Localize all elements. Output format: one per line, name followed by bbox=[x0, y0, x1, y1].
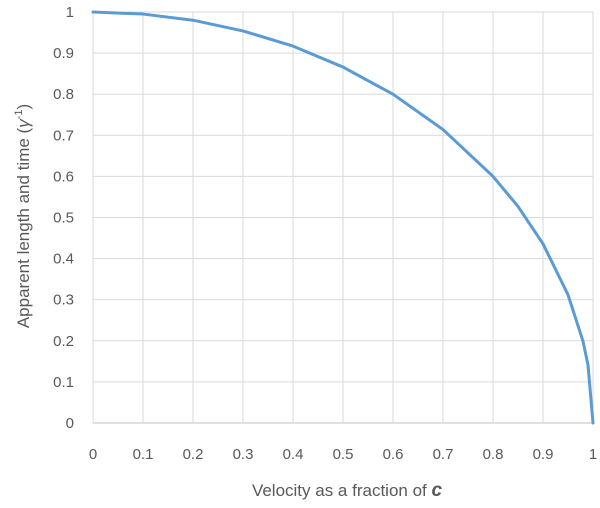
y-tick-label: 0.8 bbox=[53, 86, 74, 103]
x-tick-label: 1 bbox=[589, 446, 597, 463]
y-tick-label: 0.7 bbox=[53, 127, 74, 144]
x-axis-ticks: 0 0.1 0.2 0.3 0.4 0.5 0.6 0.7 0.8 0.9 1 bbox=[89, 446, 597, 463]
y-tick-label: 1 bbox=[66, 4, 74, 21]
y-tick-label: 0 bbox=[66, 415, 74, 432]
x-tick-label: 0.9 bbox=[533, 446, 554, 463]
x-tick-label: 0 bbox=[89, 446, 97, 463]
y-axis-title-sup: -1 bbox=[13, 110, 25, 120]
y-axis-title-var: γ bbox=[14, 118, 33, 128]
y-tick-label: 0.9 bbox=[53, 45, 74, 62]
x-tick-label: 0.5 bbox=[333, 446, 354, 463]
y-tick-label: 0.1 bbox=[53, 374, 74, 391]
y-tick-label: 0.4 bbox=[53, 251, 74, 268]
grid bbox=[92, 11, 594, 424]
y-axis-ticks: 0 0.1 0.2 0.3 0.4 0.5 0.6 0.7 0.8 0.9 1 bbox=[53, 4, 74, 432]
x-tick-label: 0.7 bbox=[433, 446, 454, 463]
x-tick-label: 0.6 bbox=[383, 446, 404, 463]
y-tick-label: 0.6 bbox=[53, 168, 74, 185]
series-line bbox=[91, 10, 595, 425]
x-axis-title: Velocity as a fraction of c bbox=[252, 480, 443, 501]
x-axis-title-var: c bbox=[431, 480, 442, 501]
x-tick-label: 0.1 bbox=[133, 446, 154, 463]
y-axis-title-end: ) bbox=[14, 104, 33, 110]
x-tick-label: 0.2 bbox=[183, 446, 204, 463]
y-axis-title: Apparent length and time (γ-1) bbox=[13, 104, 33, 328]
x-tick-label: 0.4 bbox=[283, 446, 304, 463]
x-tick-label: 0.3 bbox=[233, 446, 254, 463]
y-tick-label: 0.2 bbox=[53, 333, 74, 350]
x-tick-label: 0.8 bbox=[483, 446, 504, 463]
y-tick-label: 0.5 bbox=[53, 210, 74, 227]
y-tick-label: 0.3 bbox=[53, 292, 74, 309]
